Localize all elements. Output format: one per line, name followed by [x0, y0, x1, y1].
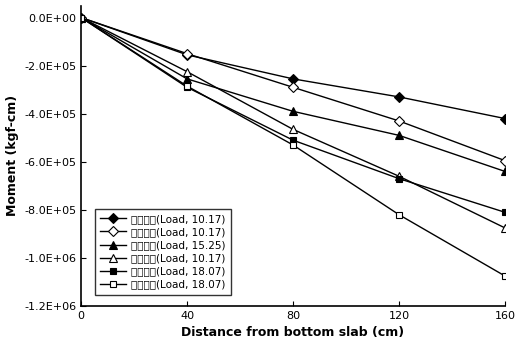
해석결과(Load, 10.17)	[184, 70, 190, 74]
해석결과(Load, 10.17)	[290, 85, 296, 89]
실험결과(Load, 10.17)	[396, 95, 402, 99]
해석결과(Load, 18.07)	[78, 16, 84, 20]
실험결과(Load, 10.17)	[184, 53, 190, 57]
실험결과(Load, 15.25)	[78, 16, 84, 20]
해석결과(Load, 18.07)	[396, 213, 402, 217]
해석결과(Load, 18.07)	[184, 84, 190, 88]
실험결과(Load, 10.17)	[78, 16, 84, 20]
X-axis label: Distance from bottom slab (cm): Distance from bottom slab (cm)	[181, 326, 405, 339]
실험결과(Load, 18.07)	[502, 210, 508, 214]
해석결과(Load, 10.17)	[78, 16, 84, 20]
Line: 해석결과(Load, 10.17): 해석결과(Load, 10.17)	[77, 13, 509, 232]
해석결과(Load, 10.17)	[78, 16, 84, 20]
해석결과(Load, 10.17)	[290, 127, 296, 131]
실험결과(Load, 18.07)	[184, 85, 190, 89]
해석결과(Load, 18.07)	[290, 143, 296, 147]
실험결과(Load, 15.25)	[502, 169, 508, 174]
실험결과(Load, 18.07)	[290, 138, 296, 142]
실험결과(Load, 15.25)	[184, 77, 190, 81]
실험결과(Load, 15.25)	[396, 133, 402, 137]
실험결과(Load, 18.07)	[396, 177, 402, 181]
해석결과(Load, 10.17)	[502, 159, 508, 163]
Line: 해석결과(Load, 10.17): 해석결과(Load, 10.17)	[78, 14, 508, 164]
해석결과(Load, 18.07)	[502, 274, 508, 278]
Line: 실험결과(Load, 15.25): 실험결과(Load, 15.25)	[77, 13, 509, 176]
해석결과(Load, 10.17)	[396, 174, 402, 178]
Line: 실험결과(Load, 10.17): 실험결과(Load, 10.17)	[78, 14, 508, 122]
실험결과(Load, 15.25)	[290, 109, 296, 114]
Line: 실험결과(Load, 18.07): 실험결과(Load, 18.07)	[78, 14, 508, 216]
해석결과(Load, 10.17)	[184, 51, 190, 56]
실험결과(Load, 10.17)	[290, 77, 296, 81]
Line: 해석결과(Load, 18.07): 해석결과(Load, 18.07)	[78, 14, 508, 279]
Y-axis label: Moment (kgf-cm): Moment (kgf-cm)	[6, 95, 19, 216]
실험결과(Load, 18.07)	[78, 16, 84, 20]
해석결과(Load, 10.17)	[502, 226, 508, 230]
Legend: 실험결과(Load, 10.17), 해석결과(Load, 10.17), 실험결과(Load, 15.25), 해석결과(Load, 10.17), 실험결과: 실험결과(Load, 10.17), 해석결과(Load, 10.17), 실험…	[95, 209, 231, 295]
실험결과(Load, 10.17)	[502, 117, 508, 121]
해석결과(Load, 10.17)	[396, 119, 402, 123]
